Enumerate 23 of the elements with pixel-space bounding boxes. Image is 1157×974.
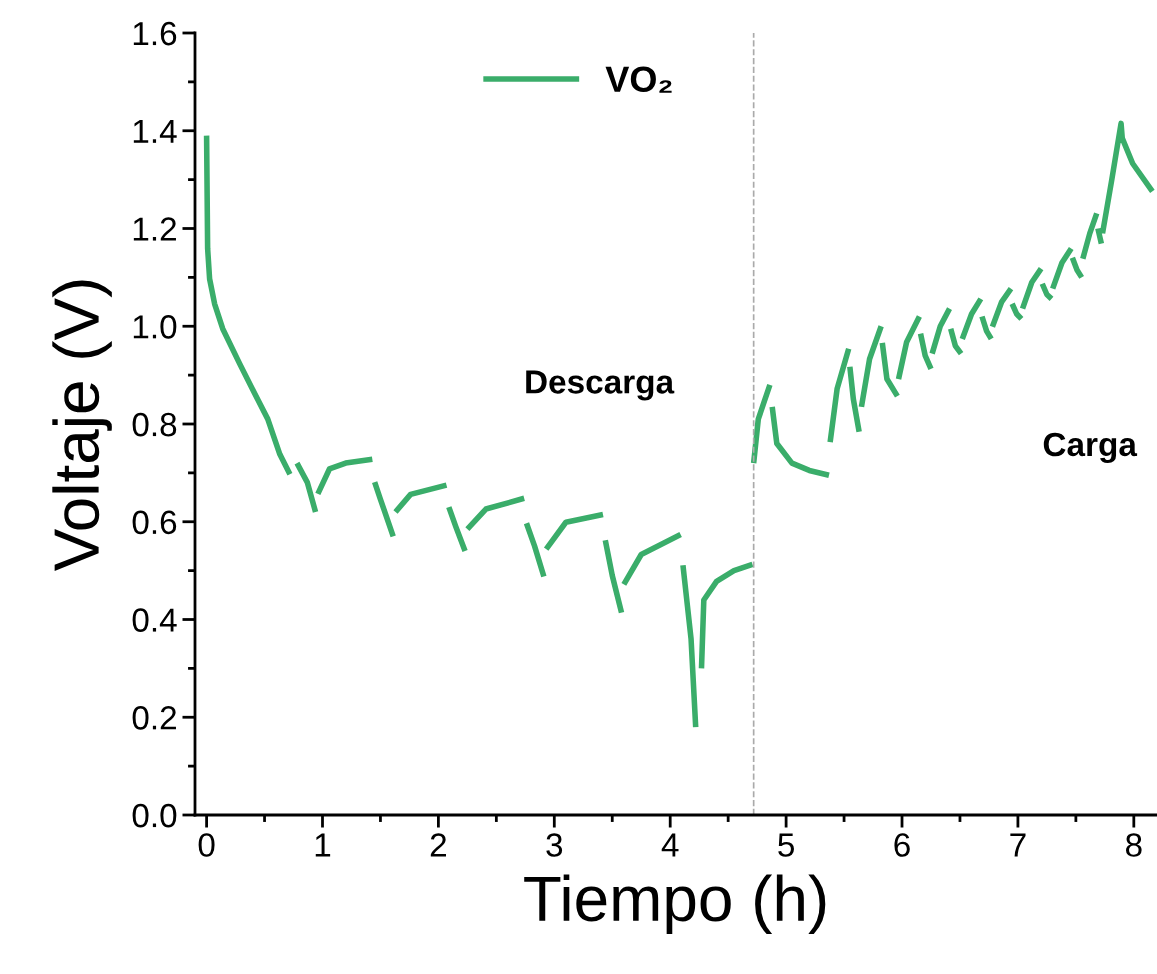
y-tick-label: 1.2: [133, 217, 176, 241]
y-tick-label: 0.0: [132, 803, 177, 828]
x-tick-label: 2: [430, 833, 446, 857]
x-tick-label: 5: [778, 833, 794, 857]
y-axis-title: Voltaje (V): [52, 280, 112, 572]
x-tick-label: 3: [546, 833, 563, 857]
x-tick-label: 4: [661, 833, 679, 857]
annotation: Descarga: [526, 370, 675, 401]
x-tick-label: 0: [198, 833, 215, 857]
y-tick-label: 0.4: [132, 608, 177, 632]
y-tick-label: 0.8: [132, 412, 177, 437]
x-tick-label: 7: [1010, 833, 1026, 857]
x-axis-title: Tiempo (h): [524, 874, 826, 935]
x-tick-label: 6: [894, 833, 910, 857]
y-tick-label: 1.0: [133, 315, 177, 339]
annotation: Carga: [1043, 432, 1138, 463]
y-tick-label: 0.6: [132, 510, 177, 535]
y-tick-label: 0.2: [132, 706, 176, 730]
y-tick-label: 1.4: [133, 119, 177, 143]
y-tick-label: 1.6: [133, 21, 177, 46]
legend-label: VO₂: [605, 66, 672, 93]
x-tick-label: 1: [315, 833, 331, 857]
x-tick-label: 8: [1126, 833, 1142, 857]
